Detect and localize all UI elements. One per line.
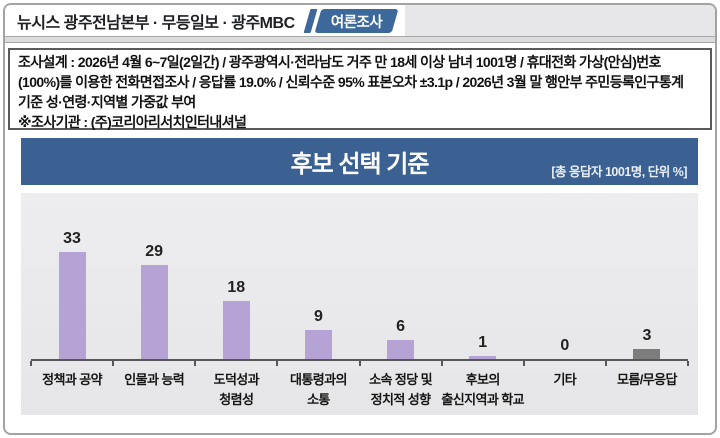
category-label-text: 정책과 공약 [42, 372, 102, 387]
survey-design-text: 조사설계 : 2026년 4월 6~7일(2일간) / 광주광역시·전라남도 거… [18, 54, 684, 110]
bar-column: 3 [606, 327, 688, 359]
bar-column: 33 [31, 230, 113, 359]
bar [304, 329, 332, 359]
category-labels-row: 정책과 공약 인물과 능력 도덕성과 청렴성 대통령과의 소통 소속 정당 및 정치적 … [31, 370, 688, 409]
category-label-text: 소속 정당 및 정치적 성향 [369, 372, 432, 407]
bar-column: 18 [195, 279, 277, 359]
category-label: 도덕성과 청렴성 [195, 370, 277, 409]
category-label: 정책과 공약 [31, 370, 113, 390]
chart-note: [총 응답자 1001명, 단위 %] [551, 165, 687, 179]
header-masthead-panel: 뉴시스 광주전남본부 · 무등일보 · 광주MBC 여론조사 [5, 5, 405, 36]
bar-column: 6 [360, 318, 442, 359]
axis-tick [194, 361, 197, 366]
bar [387, 339, 415, 359]
axis-tick [687, 361, 689, 366]
category-label: 대통령과의 소통 [277, 370, 359, 409]
category-label-text: 인물과 능력 [124, 372, 185, 387]
bar-value-label: 3 [642, 327, 652, 345]
bar-value-label: 33 [63, 230, 81, 248]
bar-column: 1 [442, 334, 524, 359]
axis-tick [358, 361, 361, 366]
category-label: 후보의 출신지역과 학교 [441, 370, 524, 409]
bar-value-label: 0 [560, 337, 570, 354]
header: 뉴시스 광주전남본부 · 무등일보 · 광주MBC 여론조사 [5, 5, 715, 36]
category-label: 인물과 능력 [113, 370, 195, 390]
bar [633, 349, 661, 359]
axis-tick [440, 361, 443, 366]
category-label-text: 기타 [553, 372, 577, 387]
header-divider [5, 36, 715, 43]
bar-column: 0 [524, 337, 606, 359]
category-label-text: 후보의 출신지역과 학교 [441, 372, 524, 407]
bars-row: 33 29 18 9 6 1 0 3 [31, 193, 688, 359]
category-label: 소속 정당 및 정치적 성향 [360, 370, 442, 409]
axis-tick [112, 361, 115, 366]
badge-body: 여론조사 [314, 8, 399, 33]
badge-label: 여론조사 [330, 14, 382, 30]
survey-agency-text: ※조사기관 : (주)코리아리서치인터내셔널 [18, 113, 247, 130]
axis-tick [522, 361, 525, 366]
bar-value-label: 6 [396, 317, 406, 335]
bar [58, 252, 86, 359]
category-label: 기타 [524, 370, 606, 390]
category-label-text: 대통령과의 소통 [290, 372, 347, 407]
bar-column: 9 [277, 308, 359, 359]
masthead-title: 뉴시스 광주전남본부 · 무등일보 · 광주MBC [17, 14, 295, 32]
axis-tick [276, 361, 279, 366]
bar-value-label: 1 [478, 333, 488, 351]
category-label-text: 모름/무응답 [617, 372, 677, 387]
header-filler [405, 5, 715, 36]
poll-badge: 여론조사 [303, 8, 399, 33]
bar-value-label: 18 [227, 278, 246, 296]
axis-tick [604, 361, 607, 366]
bar-value-label: 29 [145, 243, 164, 261]
bar [140, 265, 168, 359]
survey-design-box: 조사설계 : 2026년 4월 6~7일(2일간) / 광주광역시·전라남도 거… [8, 48, 712, 130]
chart-title: 후보 선택 기준 [290, 151, 430, 178]
axis-tick [30, 361, 32, 366]
x-axis-ticks [30, 361, 689, 366]
bar-chart: 33 29 18 9 6 1 0 3 정책과 공약 인물과 능력 도덕성과 청렴성 대통령과의 소통… [21, 193, 698, 415]
category-label: 모름/무응답 [606, 370, 688, 390]
chart-title-bar: 후보 선택 기준 [총 응답자 1001명, 단위 %] [21, 138, 698, 185]
bar-value-label: 9 [313, 307, 323, 325]
poll-graphic-card: 뉴시스 광주전남본부 · 무등일보 · 광주MBC 여론조사 조사설계 : 20… [3, 3, 717, 435]
x-axis-line [31, 359, 688, 361]
bar-column: 29 [113, 243, 195, 359]
bar [469, 355, 497, 359]
bar [222, 300, 250, 359]
category-label-text: 도덕성과 청렴성 [213, 372, 260, 407]
